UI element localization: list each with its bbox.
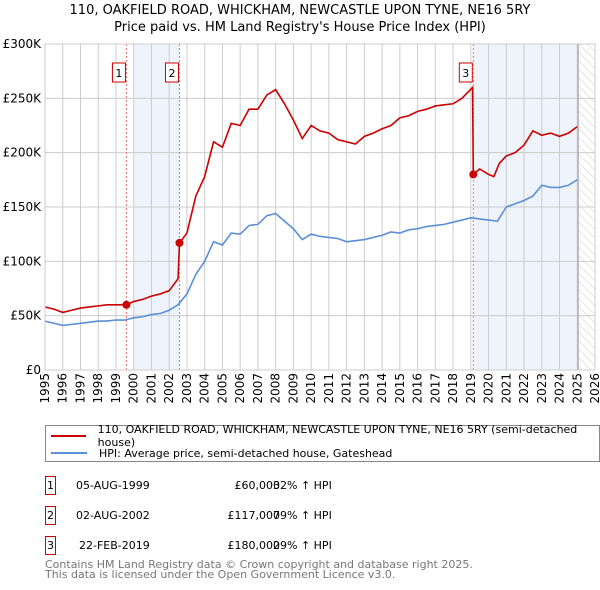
x-tick-label: 2002 xyxy=(162,373,176,404)
transaction-hpi: 29% ↑ HPI xyxy=(273,539,332,552)
x-tick-label: 2012 xyxy=(340,373,354,404)
transaction-hpi: 32% ↑ HPI xyxy=(273,479,332,492)
legend: 110, OAKFIELD ROAD, WHICKHAM, NEWCASTLE … xyxy=(45,423,600,462)
transaction-price: £60,000 xyxy=(234,479,281,492)
footer-licence: This data is licensed under the Open Gov… xyxy=(45,568,396,581)
transaction-hpi: 79% ↑ HPI xyxy=(273,509,332,522)
x-tick-label: 2013 xyxy=(357,373,371,404)
footer: Contains HM Land Registry data © Crown c… xyxy=(45,558,473,581)
y-tick-label: £300K xyxy=(3,37,43,51)
x-tick-label: 2017 xyxy=(428,373,442,404)
y-tick-label: £150K xyxy=(3,200,43,214)
x-tick-label: 2007 xyxy=(251,373,265,404)
transaction-price: £180,000 xyxy=(227,539,281,552)
transaction-badge: 1 xyxy=(45,476,56,495)
transaction-badge: 3 xyxy=(45,536,56,555)
price-chart: 1995 1996 1997 1998 1999 2000 2001 2002 2003 2004… xyxy=(3,37,600,404)
x-tick-label: 2014 xyxy=(375,373,389,404)
x-tick-label: 2001 xyxy=(144,373,158,404)
transaction-row: 3 22-FEB-2019 £180,000 29% ↑ HPI xyxy=(45,536,545,556)
sale-point xyxy=(469,170,478,179)
transaction-price: £117,000 xyxy=(227,509,281,522)
sale-badge-label: 3 xyxy=(462,67,469,80)
transaction-date: 22-FEB-2019 xyxy=(79,539,150,552)
legend-swatch-property xyxy=(51,435,86,437)
hpi-line xyxy=(44,179,578,327)
sale-badge xyxy=(111,62,126,83)
chart-subtitle: Price paid vs. HM Land Registry's House … xyxy=(114,20,486,35)
y-tick-label: £250K xyxy=(3,91,43,105)
sale-badge xyxy=(164,62,179,83)
x-tick-label: 2018 xyxy=(446,373,460,404)
x-tick-label: 2008 xyxy=(269,373,283,404)
x-tick-label: 2022 xyxy=(517,373,531,404)
x-tick-label: 2023 xyxy=(535,373,549,404)
x-tick-label: 2026 xyxy=(588,373,600,404)
x-tick-label: 2021 xyxy=(499,373,513,404)
sale-point xyxy=(175,238,184,247)
y-tick-label: £50K xyxy=(10,309,42,323)
x-tick-label: 2019 xyxy=(464,373,478,404)
x-tick-label: 2024 xyxy=(553,373,567,404)
y-tick-label: £100K xyxy=(3,254,43,268)
chart-title: 110, OAKFIELD ROAD, WHICKHAM, NEWCASTLE … xyxy=(69,3,531,18)
x-tick-label: 2009 xyxy=(286,373,300,404)
sale-point xyxy=(122,300,131,309)
legend-item-property: 110, OAKFIELD ROAD, WHICKHAM, NEWCASTLE … xyxy=(46,423,599,449)
transaction-date: 05-AUG-1999 xyxy=(76,479,150,492)
x-tick-label: 1997 xyxy=(73,373,87,404)
x-tick-label: 1999 xyxy=(109,373,123,404)
sale-badge xyxy=(458,62,473,83)
footer-copyright: Contains HM Land Registry data © Crown c… xyxy=(45,558,473,571)
transaction-row: 1 05-AUG-1999 £60,000 32% ↑ HPI xyxy=(45,476,545,496)
legend-swatch-hpi xyxy=(51,452,87,454)
sale-badge-label: 2 xyxy=(168,67,175,80)
x-tick-label: 2016 xyxy=(411,373,425,404)
x-tick-label: 2010 xyxy=(304,373,318,404)
x-tick-label: 2011 xyxy=(322,373,336,404)
x-tick-label: 2000 xyxy=(127,373,141,404)
x-tick-label: 2020 xyxy=(482,373,496,404)
x-tick-label: 1995 xyxy=(38,373,52,404)
y-tick-label: £0 xyxy=(26,363,41,377)
transaction-row: 2 02-AUG-2002 £117,000 79% ↑ HPI xyxy=(45,506,545,526)
transaction-date: 02-AUG-2002 xyxy=(76,509,150,522)
x-tick-label: 2006 xyxy=(233,373,247,404)
x-tick-label: 2004 xyxy=(198,373,212,404)
y-tick-label: £200K xyxy=(3,146,43,160)
legend-item-hpi: HPI: Average price, semi-detached house,… xyxy=(46,445,392,461)
x-tick-label: 1998 xyxy=(91,373,105,404)
legend-label-property: 110, OAKFIELD ROAD, WHICKHAM, NEWCASTLE … xyxy=(97,423,578,449)
x-tick-label: 2003 xyxy=(180,373,194,404)
x-tick-label: 2025 xyxy=(570,373,584,404)
plot-border xyxy=(44,43,596,371)
x-tick-label: 2015 xyxy=(393,373,407,404)
sale-badge-label: 1 xyxy=(115,67,122,80)
legend-label-hpi: HPI: Average price, semi-detached house,… xyxy=(99,446,393,460)
property-price-line xyxy=(44,85,578,314)
x-tick-label: 1996 xyxy=(56,373,70,404)
x-tick-label: 2005 xyxy=(215,373,229,404)
transaction-badge: 2 xyxy=(45,506,56,525)
